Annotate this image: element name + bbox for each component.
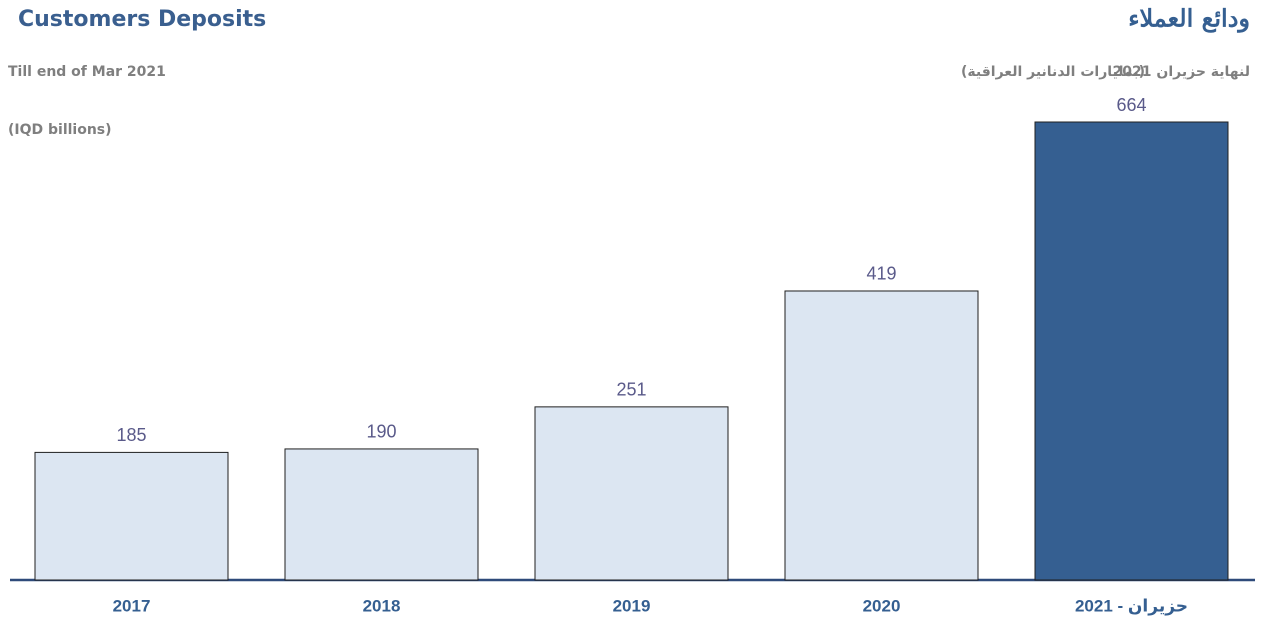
value-label: 185 [116, 425, 146, 445]
x-tick-label: 2019 [613, 596, 651, 615]
chart-title: Customers Deposits [18, 7, 266, 32]
x-tick-label: 2017 [113, 596, 151, 615]
x-tick-label: 2020 [863, 596, 901, 615]
chart-title-ar: ودائع العملاء [1128, 4, 1250, 34]
value-label: 419 [866, 264, 896, 284]
bar [284, 448, 479, 581]
x-tick-label: حزيران - 2021 [1075, 596, 1188, 616]
bar [534, 406, 729, 581]
subtitle-ar: لنهاية حزيران 2021 [1113, 64, 1250, 80]
value-label: 251 [616, 380, 646, 400]
unit: (IQD billions) [8, 122, 112, 138]
unit-ar: (بمليارات الدنانير العراقية) [961, 64, 1145, 80]
bar [784, 290, 979, 581]
value-label: 190 [366, 422, 396, 442]
subtitle: Till end of Mar 2021 [8, 64, 166, 80]
bar [34, 451, 229, 581]
value-label: 664 [1116, 95, 1146, 115]
bar [1034, 121, 1229, 581]
x-tick-label: 2018 [363, 596, 401, 615]
